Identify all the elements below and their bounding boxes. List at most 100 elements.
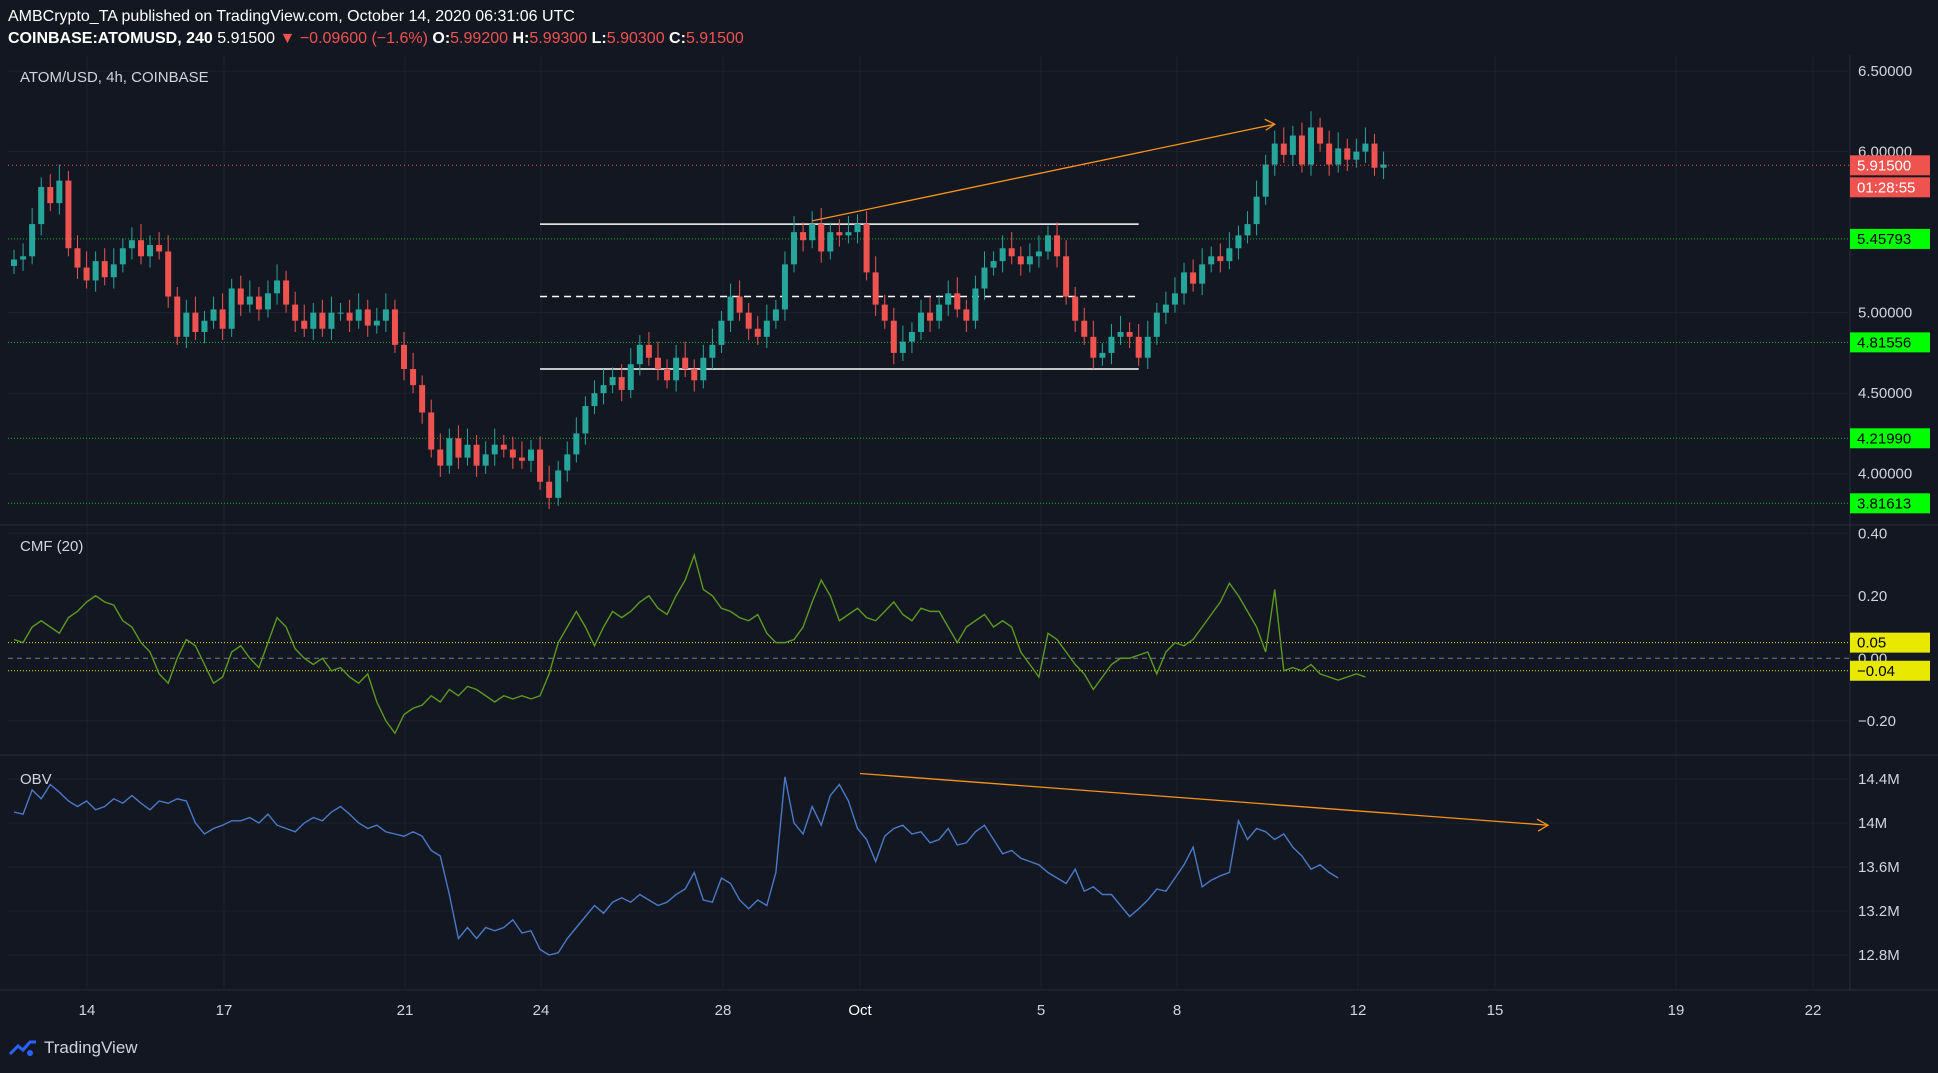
candle-body[interactable]: [192, 312, 199, 332]
candle-body[interactable]: [518, 457, 525, 461]
candle-body[interactable]: [845, 232, 852, 236]
candle-body[interactable]: [373, 320, 380, 326]
candle-body[interactable]: [428, 412, 435, 450]
candle-body[interactable]: [1199, 264, 1206, 284]
candle-body[interactable]: [636, 344, 643, 365]
candle-body[interactable]: [618, 377, 625, 390]
candle-body[interactable]: [582, 406, 589, 434]
candle-body[interactable]: [38, 187, 45, 225]
candle-body[interactable]: [473, 444, 480, 466]
candle-body[interactable]: [228, 288, 235, 329]
candle-body[interactable]: [1090, 336, 1097, 358]
candle-body[interactable]: [1253, 196, 1260, 225]
candle-body[interactable]: [709, 344, 716, 358]
candle-body[interactable]: [1271, 143, 1278, 165]
candle-body[interactable]: [1181, 272, 1188, 294]
candle-body[interactable]: [1117, 331, 1124, 337]
candle-body[interactable]: [673, 357, 680, 381]
candle-body[interactable]: [20, 256, 27, 260]
candle-body[interactable]: [981, 267, 988, 289]
candle-body[interactable]: [999, 248, 1006, 262]
candle-body[interactable]: [301, 320, 308, 329]
candle-body[interactable]: [1226, 248, 1233, 262]
candle-body[interactable]: [83, 267, 90, 281]
candle-body[interactable]: [491, 444, 498, 455]
candle-body[interactable]: [809, 224, 816, 241]
candle-body[interactable]: [872, 272, 879, 305]
obv-series-line[interactable]: [13, 776, 1339, 956]
candle-body[interactable]: [328, 312, 335, 329]
candle-body[interactable]: [546, 481, 553, 498]
candle-body[interactable]: [147, 245, 154, 257]
candle-body[interactable]: [1208, 256, 1215, 265]
candle-body[interactable]: [210, 309, 217, 321]
candle-body[interactable]: [128, 240, 135, 249]
candle-body[interactable]: [772, 309, 779, 321]
candle-body[interactable]: [927, 312, 934, 321]
candle-body[interactable]: [1308, 127, 1315, 165]
candle-body[interactable]: [355, 309, 362, 321]
candle-body[interactable]: [382, 309, 389, 321]
candle-body[interactable]: [990, 261, 997, 268]
candle-body[interactable]: [1072, 296, 1079, 321]
candle-body[interactable]: [918, 312, 924, 332]
candle-body[interactable]: [1326, 143, 1333, 165]
candle-body[interactable]: [1298, 135, 1305, 165]
candle-body[interactable]: [156, 245, 163, 252]
candle-body[interactable]: [1244, 224, 1251, 236]
candle-body[interactable]: [1317, 127, 1324, 144]
chart-canvas[interactable]: 14 17 21 24 28 Oct 5 8 12 15 19 226.500006.000005.0…: [0, 0, 1938, 1030]
candle-body[interactable]: [1162, 304, 1169, 313]
candle-body[interactable]: [555, 470, 562, 498]
candle-body[interactable]: [1081, 320, 1088, 337]
candle-body[interactable]: [1126, 331, 1133, 337]
candle-body[interactable]: [1335, 148, 1342, 165]
candle-body[interactable]: [246, 296, 253, 305]
candle-body[interactable]: [1026, 256, 1033, 265]
candle-body[interactable]: [945, 293, 952, 305]
candle-body[interactable]: [1054, 235, 1061, 257]
candle-body[interactable]: [455, 438, 462, 458]
candle-body[interactable]: [1135, 336, 1142, 358]
candle-body[interactable]: [219, 309, 226, 329]
candle-body[interactable]: [827, 232, 834, 252]
candle-body[interactable]: [1362, 143, 1369, 152]
candle-body[interactable]: [264, 293, 271, 310]
candle-body[interactable]: [1099, 352, 1106, 358]
price-trend-line[interactable]: [812, 123, 1275, 222]
candle-body[interactable]: [664, 369, 671, 381]
candle-body[interactable]: [791, 232, 798, 265]
candle-body[interactable]: [101, 261, 108, 278]
candle-body[interactable]: [1289, 135, 1296, 155]
candle-body[interactable]: [1063, 256, 1070, 297]
candle-body[interactable]: [573, 433, 580, 455]
obv-trend-line[interactable]: [859, 772, 1549, 826]
candle-body[interactable]: [1344, 148, 1351, 160]
candle-body[interactable]: [1008, 248, 1015, 257]
candle-body[interactable]: [818, 224, 825, 252]
candle-body[interactable]: [654, 357, 661, 370]
candle-body[interactable]: [600, 385, 607, 394]
candle-body[interactable]: [1035, 251, 1042, 257]
candle-body[interactable]: [74, 248, 81, 268]
candle-body[interactable]: [936, 304, 943, 321]
candle-body[interactable]: [781, 264, 788, 310]
candle-body[interactable]: [482, 454, 489, 466]
candle-body[interactable]: [863, 224, 870, 273]
candle-body[interactable]: [446, 438, 453, 466]
candle-body[interactable]: [682, 357, 689, 370]
cmf-series-line[interactable]: [13, 552, 1366, 735]
candle-body[interactable]: [908, 331, 915, 342]
candle-body[interactable]: [110, 264, 117, 278]
candle-body[interactable]: [56, 180, 63, 204]
candle-body[interactable]: [292, 304, 299, 321]
candle-body[interactable]: [527, 449, 534, 461]
candle-body[interactable]: [1353, 151, 1360, 160]
candle-body[interactable]: [500, 444, 507, 450]
candle-body[interactable]: [1171, 293, 1178, 305]
candle-body[interactable]: [1144, 336, 1151, 358]
candle-body[interactable]: [954, 293, 961, 310]
candle-body[interactable]: [346, 312, 353, 321]
candle-body[interactable]: [1235, 235, 1242, 249]
candle-body[interactable]: [881, 304, 888, 321]
